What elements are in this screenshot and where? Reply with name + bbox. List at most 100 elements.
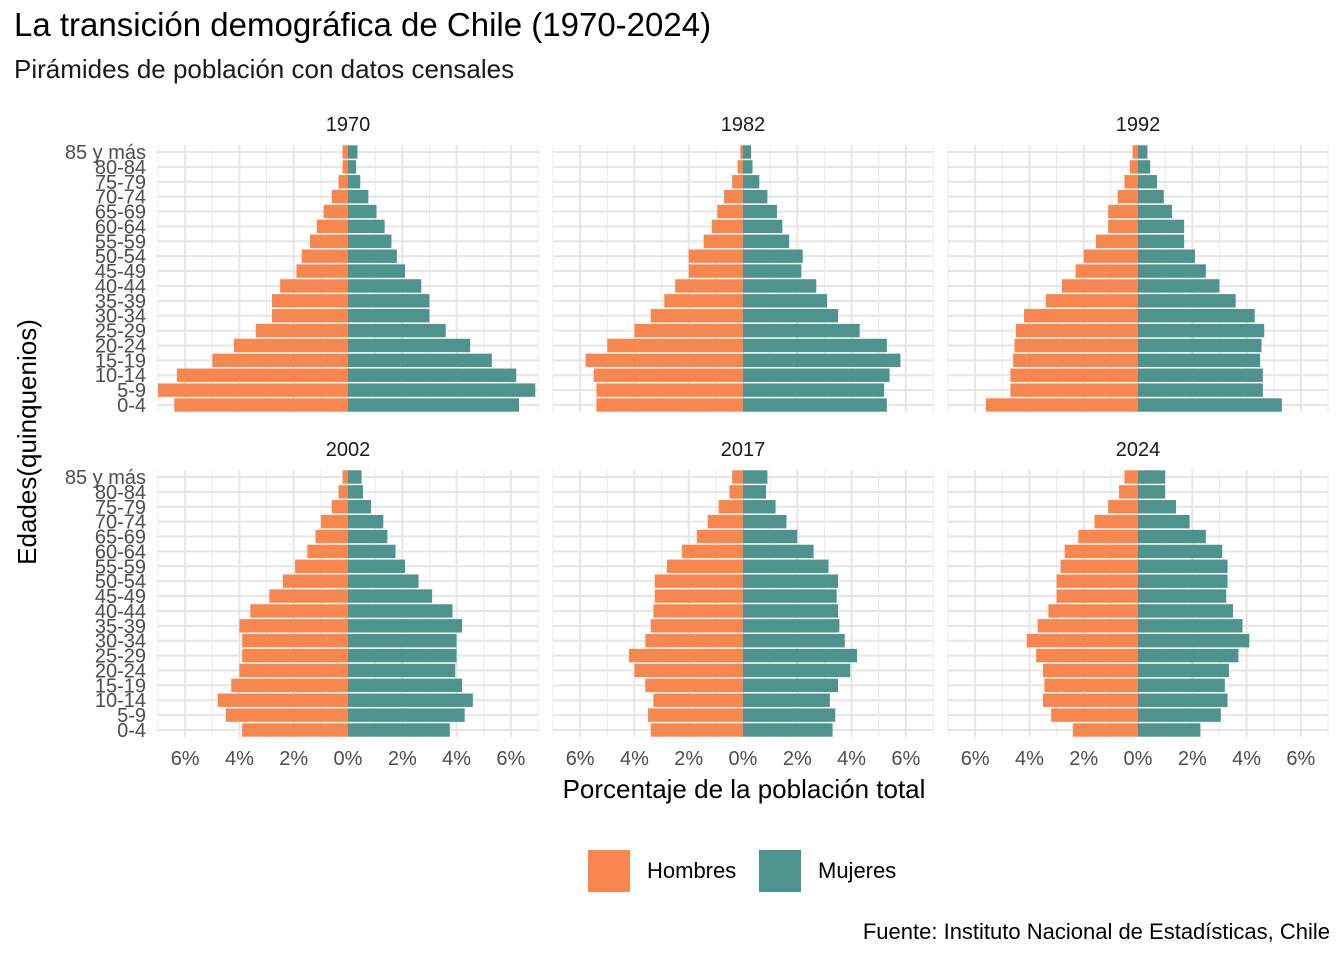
bar-mujeres	[1138, 145, 1148, 159]
panel-label-1992: 1992	[1116, 114, 1161, 136]
bar-hombres	[342, 470, 348, 484]
y-tick-label: 75-79	[95, 497, 146, 519]
bar-hombres	[250, 604, 348, 618]
legend-key-hombres	[588, 850, 630, 892]
y-tick-label: 70-74	[95, 512, 146, 534]
bar-mujeres	[348, 353, 492, 368]
x-tick-label: 6%	[496, 748, 525, 770]
y-tick-label: 40-44	[95, 276, 146, 298]
bar-mujeres	[743, 353, 901, 368]
bar-hombres	[1124, 470, 1138, 484]
bar-hombres	[1075, 264, 1138, 278]
bar-mujeres	[743, 693, 830, 707]
bar-mujeres	[1138, 678, 1225, 693]
bar-hombres	[1051, 708, 1138, 722]
bar-hombres	[986, 398, 1138, 412]
bar-mujeres	[348, 323, 446, 338]
bar-hombres	[307, 544, 348, 559]
bar-mujeres	[1138, 619, 1243, 633]
bar-mujeres	[743, 398, 887, 412]
bar-hombres	[1129, 160, 1138, 174]
bar-mujeres	[1138, 500, 1176, 514]
y-tick-label: 5-9	[117, 705, 146, 727]
bar-hombres	[212, 353, 348, 368]
bar-mujeres	[743, 544, 814, 559]
panel-label-2024: 2024	[1116, 439, 1161, 461]
y-tick-label: 15-19	[95, 350, 146, 372]
bar-hombres	[675, 279, 743, 293]
bar-mujeres	[1138, 708, 1221, 722]
x-tick-label: 6%	[566, 748, 595, 770]
bar-hombres	[255, 323, 348, 338]
bar-hombres	[1095, 234, 1138, 248]
y-tick-label: 65-69	[95, 202, 146, 224]
bar-hombres	[1010, 368, 1138, 382]
bar-mujeres	[348, 589, 433, 603]
panel-label-1982: 1982	[721, 114, 766, 136]
bar-mujeres	[348, 723, 450, 737]
y-tick-label: 55-59	[95, 231, 146, 253]
bar-hombres	[654, 574, 743, 588]
bar-mujeres	[743, 470, 768, 484]
bar-mujeres	[743, 559, 829, 573]
bar-mujeres	[743, 678, 838, 693]
legend-label-mujeres: Mujeres	[818, 858, 897, 883]
bar-mujeres	[348, 470, 362, 484]
bar-hombres	[585, 353, 743, 368]
y-axis-title: Edades(quinquenios)	[12, 319, 42, 565]
bar-hombres	[732, 470, 743, 484]
bar-mujeres	[348, 708, 465, 722]
bar-hombres	[177, 368, 348, 382]
bar-mujeres	[1138, 529, 1206, 544]
x-tick-label: 2%	[674, 748, 703, 770]
bar-hombres	[653, 604, 743, 618]
bar-mujeres	[348, 204, 377, 219]
bar-hombres	[717, 204, 743, 219]
bar-mujeres	[743, 264, 802, 278]
bar-mujeres	[743, 604, 838, 618]
bar-hombres	[596, 398, 743, 412]
bar-mujeres	[348, 249, 397, 263]
y-tick-label: 85 y más	[65, 467, 146, 489]
x-tick-label: 2%	[783, 748, 812, 770]
bar-mujeres	[743, 485, 767, 499]
y-tick-label: 20-24	[95, 660, 146, 682]
bar-hombres	[239, 663, 348, 678]
bar-mujeres	[1138, 544, 1223, 559]
bar-hombres	[1043, 693, 1138, 707]
bar-mujeres	[348, 189, 369, 204]
bar-mujeres	[348, 559, 405, 573]
bar-mujeres	[743, 234, 790, 248]
bar-mujeres	[348, 619, 462, 633]
bar-mujeres	[1138, 204, 1172, 219]
bar-mujeres	[348, 338, 471, 353]
bar-mujeres	[348, 678, 462, 693]
bar-mujeres	[348, 279, 422, 293]
bar-mujeres	[1138, 514, 1190, 529]
y-tick-label: 50-54	[95, 571, 146, 593]
bar-mujeres	[348, 160, 357, 174]
bar-hombres	[654, 589, 743, 603]
bar-hombres	[242, 634, 348, 648]
bar-hombres	[1013, 353, 1138, 368]
bar-mujeres	[743, 589, 837, 603]
bar-mujeres	[743, 294, 828, 308]
y-tick-label: 15-19	[95, 675, 146, 697]
bar-hombres	[1083, 249, 1138, 263]
x-tick-label: 6%	[171, 748, 200, 770]
bar-hombres	[724, 189, 743, 204]
bar-mujeres	[743, 279, 817, 293]
x-tick-label: 4%	[225, 748, 254, 770]
bar-mujeres	[348, 234, 392, 248]
bar-hombres	[596, 383, 743, 397]
bar-hombres	[310, 234, 348, 248]
x-axis-title: Porcentaje de la población total	[563, 774, 926, 804]
y-tick-label: 80-84	[95, 482, 146, 504]
bar-mujeres	[348, 604, 453, 618]
bar-hombres	[593, 368, 743, 382]
bar-mujeres	[1138, 470, 1166, 484]
bar-mujeres	[1138, 294, 1236, 308]
bar-hombres	[1014, 338, 1138, 353]
x-tick-label: 4%	[620, 748, 649, 770]
